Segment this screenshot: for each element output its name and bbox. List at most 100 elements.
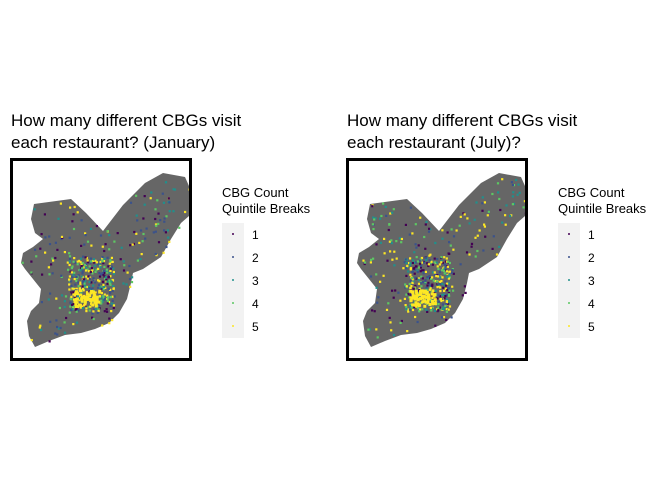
restaurant-point: [92, 284, 95, 287]
legend-item: 4: [222, 292, 310, 315]
restaurant-point: [86, 261, 89, 264]
legend-label: 3: [252, 273, 259, 288]
legend-label: 4: [252, 296, 259, 311]
restaurant-point: [411, 290, 415, 294]
restaurant-point: [409, 267, 412, 270]
restaurant-point: [97, 263, 100, 266]
restaurant-point: [41, 273, 44, 276]
restaurant-point: [411, 270, 414, 273]
restaurant-point: [142, 232, 145, 236]
restaurant-point: [111, 295, 114, 298]
restaurant-point: [431, 263, 434, 266]
restaurant-point: [112, 304, 116, 307]
restaurant-point: [431, 276, 434, 279]
restaurant-point: [98, 272, 101, 275]
restaurant-point: [71, 220, 74, 223]
restaurant-point: [69, 301, 72, 304]
restaurant-point: [102, 273, 105, 276]
restaurant-point: [432, 294, 436, 298]
restaurant-point: [423, 261, 426, 264]
map-canvas: [357, 173, 525, 347]
restaurant-point: [111, 278, 114, 282]
restaurant-point: [492, 235, 495, 238]
restaurant-point: [445, 303, 448, 306]
legend-item: 5: [558, 315, 646, 338]
restaurant-point: [136, 259, 139, 262]
restaurant-point: [67, 268, 70, 271]
restaurant-point: [123, 264, 126, 267]
restaurant-point: [421, 261, 424, 264]
restaurant-point: [431, 271, 435, 274]
restaurant-point: [414, 289, 418, 293]
restaurant-point: [63, 331, 67, 334]
restaurant-point: [69, 297, 72, 300]
restaurant-point: [82, 295, 85, 299]
restaurant-point: [422, 272, 425, 275]
legend-item: 2: [558, 246, 646, 269]
restaurant-point: [447, 282, 450, 285]
restaurant-point: [389, 212, 392, 215]
restaurant-point: [97, 267, 100, 270]
restaurant-point: [34, 248, 37, 251]
restaurant-point: [168, 240, 171, 243]
restaurant-point: [464, 291, 467, 294]
restaurant-point: [78, 287, 81, 290]
restaurant-point: [422, 281, 425, 284]
restaurant-point: [75, 321, 79, 324]
map-canvas: [21, 173, 189, 347]
restaurant-point: [69, 270, 72, 273]
restaurant-point: [403, 297, 406, 300]
restaurant-point: [106, 271, 109, 274]
restaurant-point: [441, 297, 444, 300]
restaurant-point: [448, 305, 452, 308]
legend-swatch: [222, 246, 244, 269]
restaurant-point: [408, 262, 411, 265]
restaurant-point: [423, 235, 426, 239]
restaurant-point: [451, 269, 454, 272]
restaurant-point: [94, 307, 98, 310]
restaurant-point: [83, 297, 87, 301]
restaurant-point: [92, 279, 95, 282]
restaurant-point: [468, 222, 471, 225]
restaurant-point: [371, 309, 374, 312]
restaurant-point: [154, 217, 157, 221]
restaurant-point: [59, 202, 62, 205]
restaurant-point: [74, 303, 78, 306]
restaurant-point: [131, 243, 134, 246]
restaurant-point: [126, 271, 129, 274]
restaurant-point: [100, 302, 103, 305]
restaurant-point: [91, 272, 94, 275]
restaurant-point: [491, 192, 494, 196]
restaurant-point: [407, 293, 410, 296]
restaurant-point: [433, 291, 436, 295]
restaurant-point: [84, 295, 88, 299]
restaurant-point: [69, 280, 72, 283]
restaurant-point: [184, 210, 187, 214]
restaurant-point: [408, 282, 411, 286]
restaurant-point: [95, 261, 98, 264]
restaurant-point: [417, 278, 420, 281]
restaurant-point: [44, 236, 47, 239]
restaurant-point: [101, 324, 104, 327]
restaurant-point: [379, 280, 382, 283]
restaurant-point: [441, 276, 444, 279]
restaurant-point: [99, 234, 103, 237]
legend-dot: [232, 233, 234, 235]
restaurant-point: [109, 260, 112, 263]
restaurant-point: [444, 265, 447, 268]
restaurant-point: [95, 296, 99, 300]
restaurant-point: [72, 274, 75, 277]
legend-swatch: [222, 315, 244, 338]
restaurant-point: [414, 243, 417, 246]
restaurant-point: [112, 270, 115, 274]
restaurant-point: [63, 300, 66, 303]
restaurant-point: [407, 308, 410, 311]
restaurant-point: [70, 303, 74, 306]
legend-swatch: [222, 269, 244, 292]
legend-title-line-1: CBG Count: [222, 185, 289, 200]
restaurant-point: [90, 281, 93, 284]
restaurant-point: [388, 240, 391, 243]
restaurant-point: [88, 287, 91, 290]
restaurant-point: [420, 289, 424, 293]
restaurant-point: [92, 310, 95, 313]
